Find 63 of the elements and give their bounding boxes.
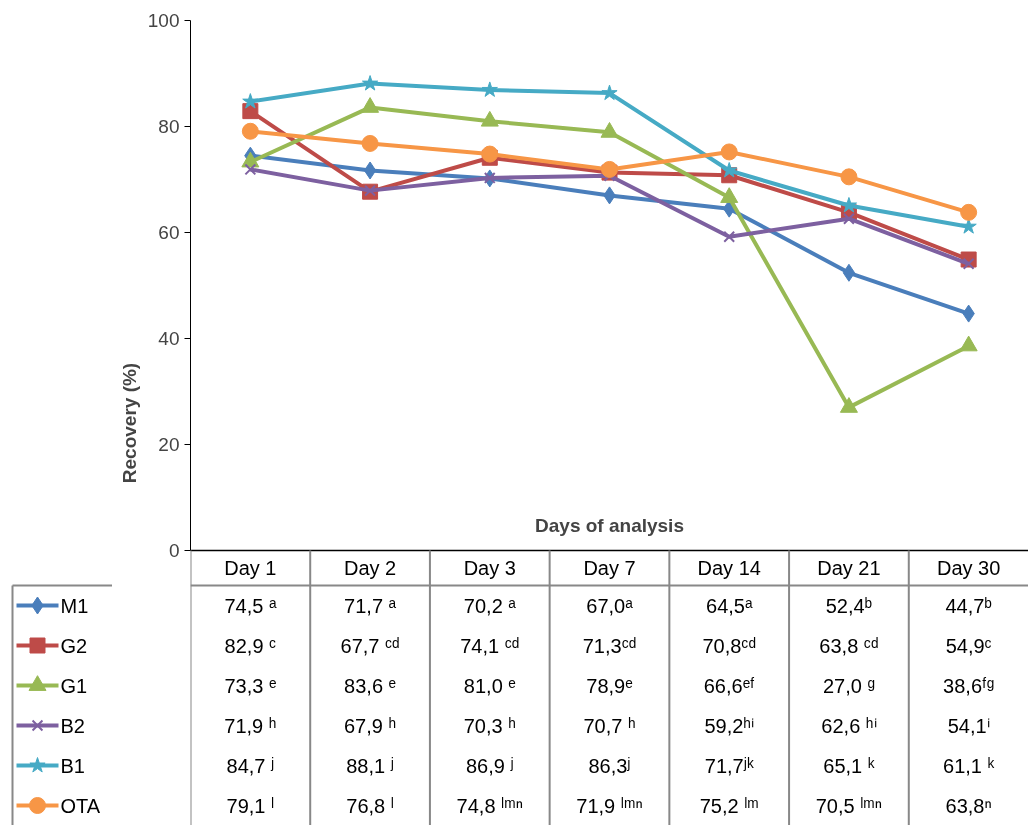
data-label: 52,4ᵇ xyxy=(825,594,873,617)
data-label: 71,3ᶜᵈ xyxy=(582,634,637,657)
data-label: 73,3 ᵉ xyxy=(224,674,277,697)
data-label: 54,9ᶜ xyxy=(945,634,992,657)
data-label: 27,0 ᵍ xyxy=(822,674,875,697)
data-label: 76,8 ˡ xyxy=(346,794,394,817)
data-label: 54,1ⁱ xyxy=(947,714,990,737)
x-tick-label: Day 2 xyxy=(343,557,397,579)
data-label: 71,9 ˡᵐⁿ xyxy=(576,794,643,817)
data-label: 63,8ⁿ xyxy=(945,794,992,817)
data-label: 84,7 ʲ xyxy=(226,754,275,777)
data-label: 44,7ᵇ xyxy=(945,594,992,617)
data-label: 67,0ᵃ xyxy=(586,594,634,617)
x-tick-label: Day 3 xyxy=(463,557,516,579)
data-label: 74,5 ᵃ xyxy=(224,594,277,617)
x-tick-label: Day 1 xyxy=(224,557,277,579)
data-label: 74,8 ˡᵐⁿ xyxy=(456,794,523,817)
data-label: 70,8ᶜᵈ xyxy=(702,634,756,657)
data-label: 59,2ʰⁱ xyxy=(704,714,755,737)
data-label: 38,6ᶠᵍ xyxy=(943,674,995,697)
legend-label: M1 xyxy=(60,594,89,617)
data-label: 71,7ʲᵏ xyxy=(704,754,754,777)
data-label: 70,3 ʰ xyxy=(463,714,516,737)
legend-label: OTA xyxy=(60,794,101,817)
data-label: 88,1 ʲ xyxy=(346,754,394,777)
data-label: 67,7 ᶜᵈ xyxy=(340,634,400,657)
data-label: 75,2 ˡᵐ xyxy=(699,794,759,817)
data-label: 71,7 ᵃ xyxy=(344,594,397,617)
y-tick-label: 40 xyxy=(158,328,180,349)
legend-label: G2 xyxy=(60,634,88,657)
x-axis-title: Days of analysis xyxy=(535,514,684,536)
x-tick-label: Day 7 xyxy=(583,557,636,579)
data-label: 67,9 ʰ xyxy=(344,714,397,737)
data-label: 86,3ʲ xyxy=(588,754,631,777)
y-tick-label: 60 xyxy=(158,222,180,243)
y-tick-label: 0 xyxy=(168,540,180,561)
data-label: 82,9 ᶜ xyxy=(224,634,277,657)
legend-label: G1 xyxy=(60,674,88,697)
data-label: 64,5ᵃ xyxy=(706,594,753,617)
y-tick-label: 80 xyxy=(158,116,180,137)
data-label: 63,8 ᶜᵈ xyxy=(819,634,879,657)
data-label: 74,1 ᶜᵈ xyxy=(460,634,520,657)
data-label: 70,5 ˡᵐⁿ xyxy=(815,794,883,817)
legend-label: B1 xyxy=(60,754,85,777)
data-label: 79,1 ˡ xyxy=(226,794,275,817)
data-label: 61,1 ᵏ xyxy=(943,754,995,777)
data-label: 70,7 ʰ xyxy=(583,714,636,737)
x-tick-label: Day 14 xyxy=(697,557,761,579)
data-label: 66,6ᵉᶠ xyxy=(703,674,756,697)
data-label: 70,2 ᵃ xyxy=(463,594,517,617)
data-label: 65,1 ᵏ xyxy=(823,754,875,777)
data-label: 81,0 ᵉ xyxy=(463,674,516,697)
data-label: 62,6 ʰⁱ xyxy=(821,714,877,737)
data-label: 86,9 ʲ xyxy=(465,754,514,777)
y-tick-label: 20 xyxy=(158,434,180,455)
x-tick-label: Day 30 xyxy=(936,557,1001,579)
x-tick-label: Day 21 xyxy=(817,557,881,579)
y-axis-title: Recovery (%) xyxy=(118,362,140,484)
y-tick-label: 100 xyxy=(147,10,180,31)
legend-label: B2 xyxy=(60,714,85,737)
data-label: 71,9 ʰ xyxy=(224,714,277,737)
data-label: 83,6 ᵉ xyxy=(344,674,397,697)
data-label: 78,9ᵉ xyxy=(586,674,633,697)
